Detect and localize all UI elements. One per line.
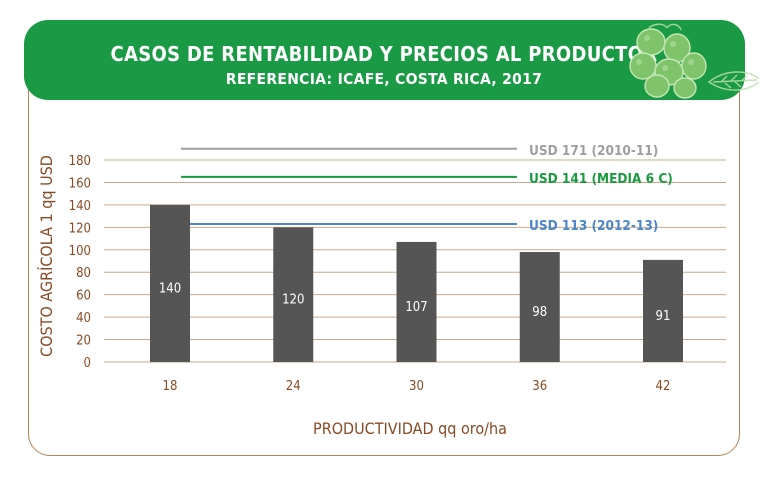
- y-tick-label: 20: [76, 334, 91, 349]
- bars: 140 120 107 98 91: [150, 204, 683, 362]
- x-tick-label: 36: [532, 379, 547, 394]
- y-axis-label: COSTO AGRÍCOLA 1 qq USD: [37, 155, 56, 357]
- x-tick-label: 30: [409, 379, 424, 394]
- y-tick-label: 180: [69, 154, 91, 169]
- chart-card: [28, 40, 740, 456]
- x-tick-label: 42: [656, 379, 671, 394]
- y-tick-label: 0: [84, 356, 91, 371]
- y-tick-labels: 0 20 40 60 80 100 120 140 160 180: [69, 154, 91, 371]
- y-tick-label: 100: [69, 244, 91, 259]
- y-tick-label: 40: [76, 311, 91, 326]
- y-tick-label: 60: [76, 289, 91, 304]
- x-tick-labels: 18 24 30 36 42: [163, 379, 671, 394]
- x-axis-label: PRODUCTIVIDAD qq oro/ha: [313, 419, 507, 438]
- reference-line-label: USD 141 (MEDIA 6 C): [529, 171, 673, 187]
- bar: [519, 252, 560, 362]
- reference-line-label: USD 171 (2010-11): [529, 143, 658, 159]
- y-tick-label: 120: [69, 221, 91, 236]
- y-tick-label: 160: [69, 176, 91, 191]
- reference-line-label: USD 113 (2012-13): [529, 218, 658, 234]
- chart-subtitle: REFERENCIA: ICAFE, COSTA RICA, 2017: [225, 70, 543, 88]
- y-tick-label: 140: [69, 199, 91, 214]
- bar-value-label: 91: [656, 309, 671, 324]
- x-tick-label: 18: [163, 379, 178, 394]
- x-tick-label: 24: [286, 379, 301, 394]
- bar: [643, 259, 683, 362]
- title-banner: CASOS DE RENTABILIDAD Y PRECIOS AL PRODU…: [24, 20, 759, 100]
- reference-lines: USD 171 (2010-11) USD 141 (MEDIA 6 C) USD …: [181, 143, 673, 234]
- bar-value-label: 98: [532, 305, 547, 320]
- chart-title: CASOS DE RENTABILIDAD Y PRECIOS AL PRODU…: [110, 42, 658, 66]
- bar-value-label: 107: [405, 300, 427, 315]
- bar: [396, 241, 437, 362]
- bar: [273, 227, 314, 362]
- bar: [150, 204, 190, 362]
- bar-value-label: 120: [282, 293, 304, 308]
- y-tick-label: 80: [76, 266, 91, 281]
- bar-value-label: 140: [159, 281, 181, 296]
- coffee-cherries-icon: [629, 23, 759, 99]
